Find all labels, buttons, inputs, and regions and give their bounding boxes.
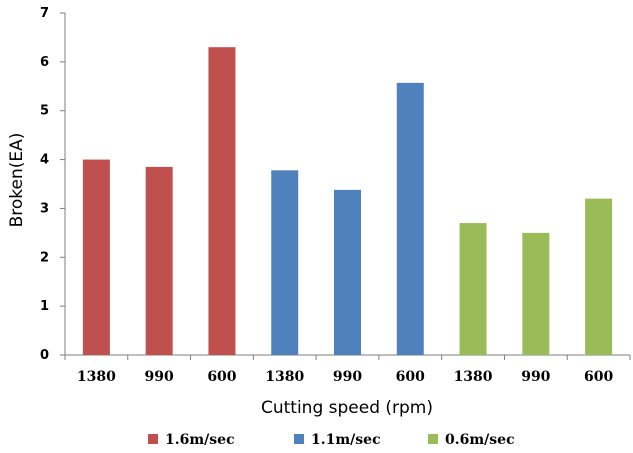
x-tick-label: 990 <box>333 369 362 385</box>
y-axis: 0 1 2 3 4 5 6 7 <box>40 6 66 363</box>
x-tick-label: 1380 <box>454 369 493 385</box>
y-tick-label: 6 <box>40 55 49 70</box>
legend-swatch <box>294 434 304 444</box>
y-tick-label: 1 <box>40 299 49 314</box>
y-tick-label: 2 <box>40 250 49 265</box>
y-tick-label: 4 <box>40 153 49 168</box>
bar <box>334 189 361 355</box>
bar <box>396 82 424 355</box>
legend-label: 0.6m/sec <box>445 432 515 448</box>
x-tick-label: 1380 <box>77 369 116 385</box>
x-tick-label: 990 <box>145 369 174 385</box>
bar <box>208 47 236 355</box>
bar <box>585 198 613 355</box>
legend-swatch <box>148 434 158 444</box>
legend-item: 0.6m/sec <box>428 432 515 448</box>
legend-swatch <box>428 434 438 444</box>
bar <box>145 166 173 355</box>
x-tick-label: 600 <box>584 369 613 385</box>
bar <box>459 223 487 355</box>
y-tick-label: 5 <box>40 104 49 119</box>
x-axis-title: Cutting speed (rpm) <box>261 398 433 418</box>
x-tick-label: 600 <box>207 369 236 385</box>
legend-label: 1.6m/sec <box>165 432 235 448</box>
y-tick-label: 0 <box>40 348 49 363</box>
y-tick-label: 7 <box>40 6 49 21</box>
legend-item: 1.6m/sec <box>148 432 235 448</box>
x-tick-label: 600 <box>396 369 425 385</box>
legend-label: 1.1m/sec <box>311 432 381 448</box>
bar <box>522 232 550 355</box>
y-axis-title: Broken(EA) <box>7 133 27 228</box>
bar <box>271 170 299 355</box>
legend-item: 1.1m/sec <box>294 432 381 448</box>
bar <box>82 159 110 355</box>
legend: 1.6m/sec 1.1m/sec 0.6m/sec <box>148 432 515 448</box>
x-tick-label: 990 <box>521 369 550 385</box>
x-tick-label: 1380 <box>265 369 304 385</box>
bars <box>82 47 613 355</box>
y-tick-label: 3 <box>40 201 49 216</box>
x-axis: 1380 990 600 1380 990 600 1380 990 600 <box>64 354 631 385</box>
